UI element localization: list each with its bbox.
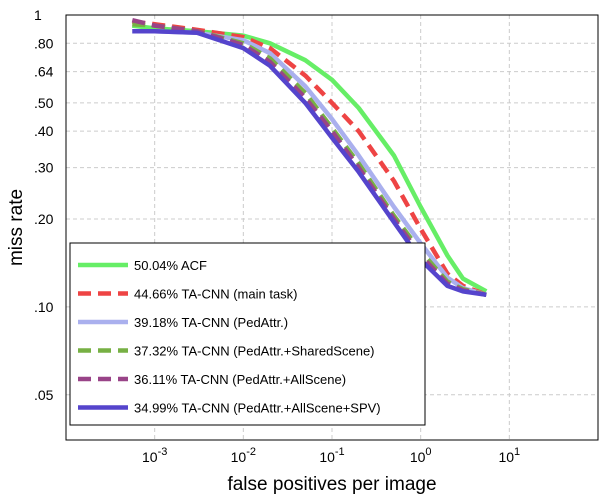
- legend-box: [69, 242, 426, 426]
- legend-entry: 44.66% TA-CNN (main task): [134, 287, 298, 302]
- x-tick-base: 10: [498, 449, 514, 465]
- y-tick-label: 1: [34, 7, 42, 23]
- series-line-6: [132, 28, 487, 298]
- y-tick-label: .64: [34, 64, 54, 80]
- x-tick-label: 10-1: [319, 446, 344, 465]
- y-tick-label: .30: [34, 160, 54, 176]
- x-tick-base: 10: [410, 449, 426, 465]
- x-tick-label: 10-2: [231, 446, 256, 465]
- y-tick-label: .10: [34, 299, 54, 315]
- legend-entry: 34.99% TA-CNN (PedAttr.+AllScene+SPV): [134, 401, 381, 416]
- x-tick-base: 10: [231, 449, 247, 465]
- y-axis-ticks: .05 .10 .20 .30 .40 .50 .64 .80 1: [34, 7, 54, 403]
- x-tick-exponent: 0: [425, 446, 431, 458]
- x-tick-exponent: -3: [158, 446, 168, 458]
- legend: 50.04% ACF 44.66% TA-CNN (main task) 39.18…: [69, 242, 426, 426]
- y-tick-label: .50: [34, 95, 54, 111]
- x-tick-base: 10: [142, 449, 158, 465]
- x-tick-exponent: 1: [514, 446, 520, 458]
- legend-entry: 37.32% TA-CNN (PedAttr.+SharedScene): [134, 344, 375, 359]
- x-tick-label: 10-3: [142, 446, 167, 465]
- y-tick-label: .40: [34, 123, 54, 139]
- plot-frame: [65, 14, 599, 441]
- x-tick-label: 101: [498, 446, 520, 465]
- legend-entry: 50.04% ACF: [134, 258, 207, 273]
- x-tick-label: 100: [410, 446, 432, 465]
- y-tick-label: .80: [34, 35, 54, 51]
- series-layer: [131, 18, 488, 298]
- y-tick-label: .05: [34, 387, 54, 403]
- y-tick-label: .20: [34, 211, 54, 227]
- legend-entry: 36.11% TA-CNN (PedAttr.+AllScene): [134, 372, 346, 387]
- legend-entry: 39.18% TA-CNN (PedAttr.): [134, 315, 288, 330]
- x-axis-label: false positives per image: [227, 474, 436, 495]
- y-axis-label: miss rate: [6, 189, 27, 266]
- x-tick-exponent: -2: [246, 446, 256, 458]
- x-tick-base: 10: [319, 449, 335, 465]
- x-tick-exponent: -1: [335, 446, 345, 458]
- x-axis-ticks: 10-3 10-2 10-1 100 101: [142, 446, 520, 465]
